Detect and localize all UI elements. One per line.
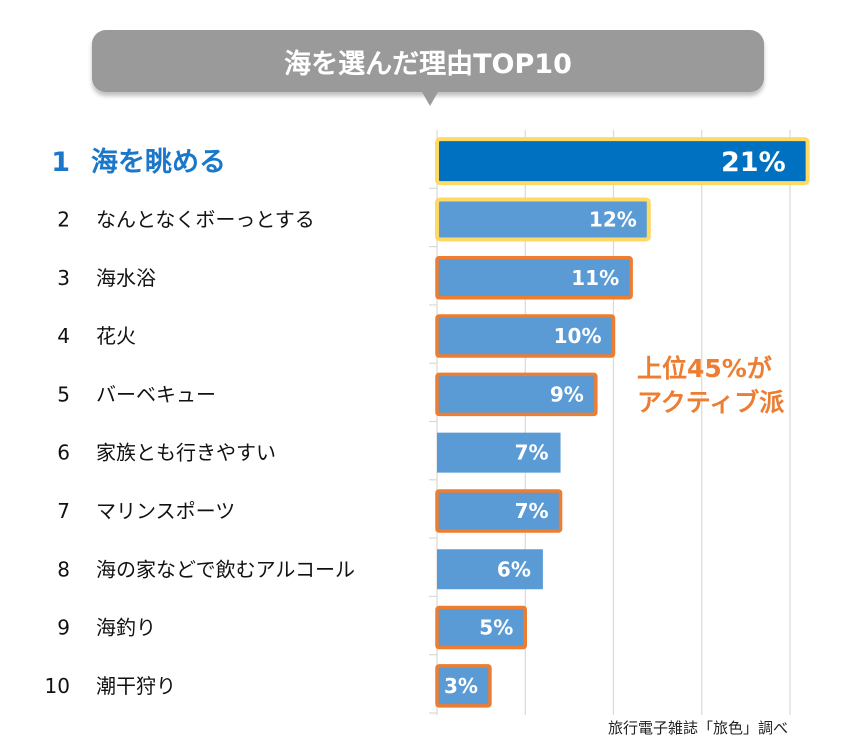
source-note: 旅行電子雑誌「旅色」調べ — [608, 719, 789, 737]
bar-4 — [435, 314, 616, 358]
category-label: 海水浴 — [96, 266, 156, 290]
category-label: なんとなくボーっとする — [96, 207, 315, 231]
category-label: 潮干狩り — [96, 674, 176, 698]
chart-title: 海を選んだ理由TOP10 — [284, 48, 572, 80]
bar-8 — [437, 549, 543, 590]
category-label: 花火 — [96, 324, 136, 348]
rank-label: 4 — [57, 324, 70, 348]
bar-9 — [435, 605, 527, 650]
value-label: 5% — [479, 616, 513, 640]
rank-label: 1 — [51, 147, 70, 178]
rank-label: 5 — [57, 382, 70, 406]
title-bubble: 海を選んだ理由TOP10 — [92, 30, 764, 106]
bar-1 — [435, 137, 810, 186]
category-label: バーベキュー — [96, 382, 216, 406]
category-label: 海を眺める — [91, 147, 226, 178]
bar-10 — [435, 664, 492, 708]
annotation-active: 上位45%が アクティブ派 — [637, 354, 785, 417]
bar-2 — [435, 197, 651, 242]
rank-label: 9 — [57, 616, 70, 640]
rank-label: 10 — [45, 674, 70, 698]
value-label: 11% — [571, 266, 619, 290]
value-label: 21% — [721, 147, 786, 178]
value-label: 12% — [589, 207, 637, 231]
value-label: 10% — [554, 324, 602, 348]
bar-6 — [437, 432, 561, 473]
category-label: マリンスポーツ — [96, 499, 235, 523]
rank-label: 8 — [57, 557, 70, 581]
value-label: 7% — [515, 499, 549, 523]
value-label: 3% — [444, 674, 478, 698]
bar-5 — [435, 372, 598, 417]
value-label: 7% — [515, 441, 549, 465]
category-label: 海釣り — [96, 616, 156, 640]
rank-label: 6 — [57, 441, 70, 465]
category-label: 家族とも行きやすい — [96, 441, 276, 465]
rank-label: 7 — [57, 499, 70, 523]
rank-label: 3 — [57, 266, 70, 290]
rank-label: 2 — [57, 207, 70, 231]
bar-7 — [435, 489, 563, 533]
value-label: 9% — [550, 382, 584, 406]
category-label: 海の家などで飲むアルコール — [96, 557, 355, 581]
value-label: 6% — [497, 557, 531, 581]
bar-3 — [435, 256, 633, 300]
